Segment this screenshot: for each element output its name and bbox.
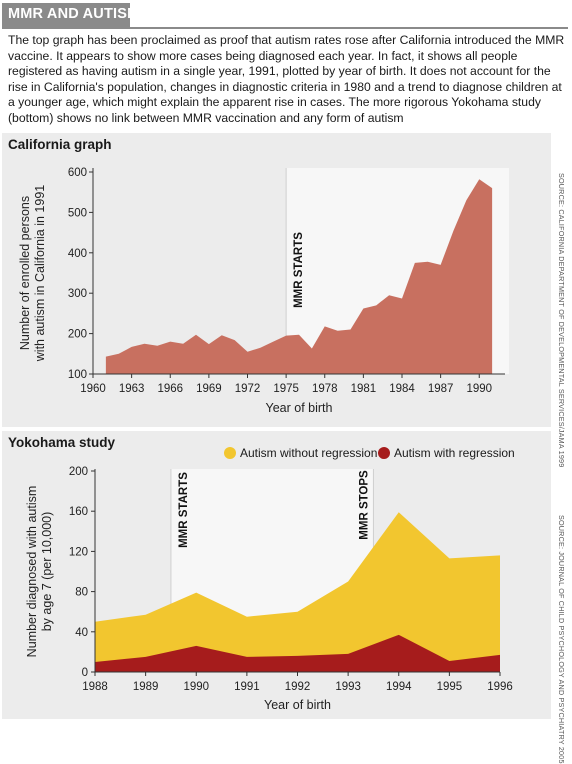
header-rule: [2, 27, 568, 29]
page-title: MMR AND AUTISM: [8, 6, 140, 22]
legend-with-regression: Autism with regression: [378, 446, 515, 460]
legend-without-regression-label: Autism without regression: [240, 446, 378, 460]
california-source: SOURCE: CALIFORNIA DEPARTMENT OF DEVELOP…: [557, 173, 566, 468]
legend-with-regression-swatch: [378, 447, 390, 459]
yokohama-panel: [2, 431, 551, 719]
california-panel: [2, 133, 551, 427]
yokohama-panel-label: Yokohama study: [8, 435, 116, 450]
legend-without-regression: Autism without regression: [224, 446, 377, 460]
california-panel-label: California graph: [8, 137, 112, 152]
header-banner: [2, 3, 130, 27]
legend-without-regression-swatch: [224, 447, 236, 459]
legend-with-regression-label: Autism with regression: [394, 446, 515, 460]
intro-paragraph: The top graph has been proclaimed as pro…: [8, 33, 565, 125]
yokohama-source: SOURCE: JOURNAL OF CHILD PSYCHOLOGY AND …: [557, 515, 566, 764]
